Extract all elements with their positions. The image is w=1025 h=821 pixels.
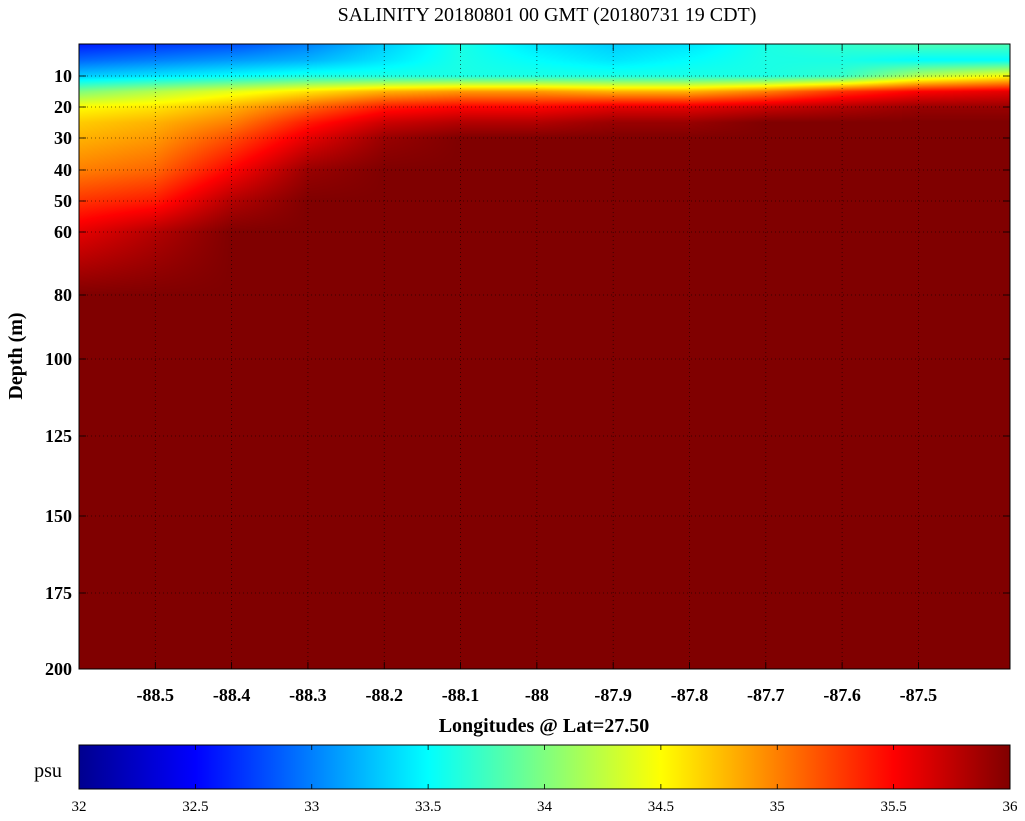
x-axis-label: Longitudes @ Lat=27.50: [439, 715, 650, 737]
y-tick-label: 200: [45, 659, 72, 679]
y-tick-label: 40: [54, 160, 72, 180]
y-axis-ticks: 10 20 30 40 50 60 80 100 125 150 175 200: [45, 66, 1010, 679]
x-axis-ticks: -88.5 -88.4 -88.3 -88.2 -88.1 -88 -87.9 -87.8 -8…: [137, 44, 938, 705]
x-tick-label: -87.9: [594, 685, 632, 705]
grid-lines: [79, 44, 1010, 670]
y-tick-label: 80: [54, 285, 72, 305]
colorbar-tick-label: 34: [537, 799, 553, 815]
x-tick-label: -87.5: [900, 685, 938, 705]
salinity-heatmap: [79, 44, 1010, 669]
colorbar-tick-label: 33: [304, 799, 319, 815]
y-tick-label: 50: [54, 191, 72, 211]
colorbar-tick-label: 36: [1003, 799, 1019, 815]
y-tick-label: 175: [45, 583, 72, 603]
chart-title: SALINITY 20180801 00 GMT (20180731 19 CD…: [338, 4, 757, 26]
x-tick-label: -88.4: [213, 685, 251, 705]
x-tick-label: -88: [525, 685, 549, 705]
y-tick-label: 150: [45, 506, 72, 526]
y-tick-label: 125: [45, 426, 72, 446]
y-tick-label: 100: [45, 349, 72, 369]
colorbar-tick-label: 35: [770, 799, 785, 815]
x-tick-label: -87.7: [747, 685, 785, 705]
colorbar-gradient: [78, 744, 1011, 790]
colorbar-tick-label: 33.5: [415, 799, 441, 815]
colorbar-tick-label: 32.5: [182, 799, 208, 815]
x-tick-label: -87.8: [671, 685, 709, 705]
y-tick-label: 10: [54, 66, 72, 86]
plot-area: [78, 43, 1011, 670]
x-tick-label: -88.5: [137, 685, 175, 705]
colorbar-ticks: 32 32.5 33 33.5 34 34.5 35 35.5 36: [72, 745, 1019, 815]
y-tick-label: 20: [54, 97, 72, 117]
colorbar-tick-label: 35.5: [881, 799, 907, 815]
x-tick-label: -88.3: [289, 685, 327, 705]
x-tick-label: -88.1: [442, 685, 480, 705]
colorbar-tick-label: 32: [72, 799, 87, 815]
plot-frame: [78, 43, 1011, 670]
colorbar-unit-label: psu: [34, 760, 62, 782]
x-tick-label: -87.6: [823, 685, 861, 705]
y-tick-label: 30: [54, 128, 72, 148]
colorbar: psu 32 32.5 33 33.5 34 34.5 35 35.5 36: [34, 744, 1019, 815]
y-tick-label: 60: [54, 222, 72, 242]
colorbar-tick-label: 34.5: [648, 799, 674, 815]
y-axis-label: Depth (m): [5, 312, 27, 399]
x-tick-label: -88.2: [365, 685, 403, 705]
